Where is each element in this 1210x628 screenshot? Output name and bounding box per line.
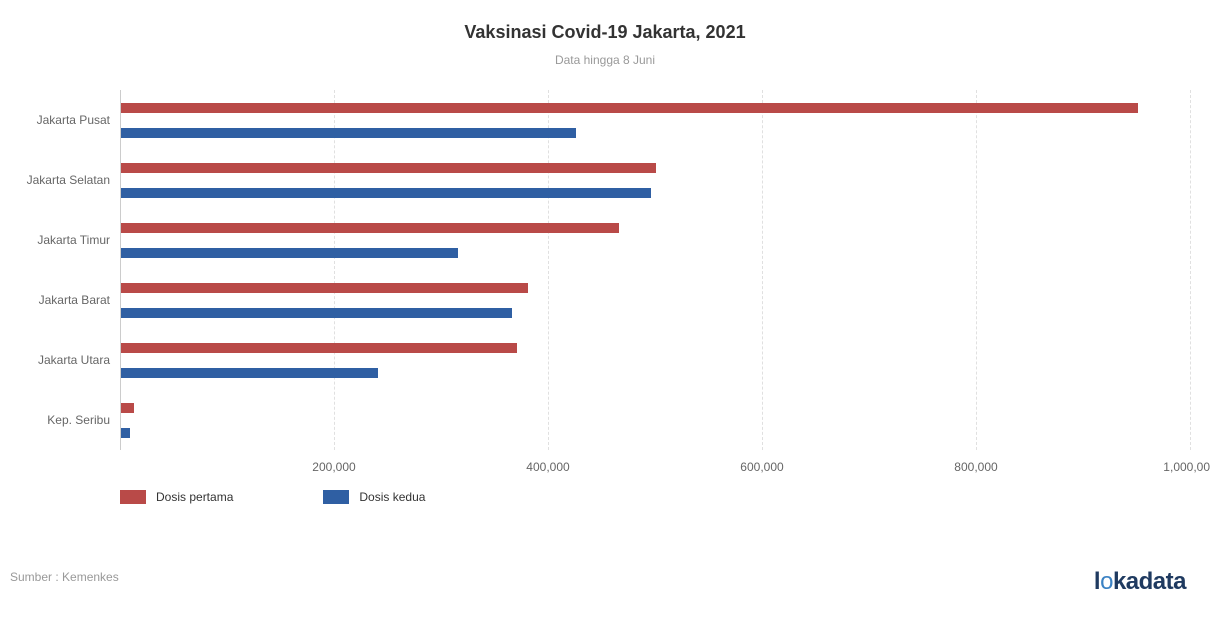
- bar: [121, 403, 134, 413]
- x-axis-label: 1,000,000: [1163, 450, 1210, 474]
- legend-swatch: [120, 490, 146, 504]
- x-axis-label: 800,000: [954, 450, 997, 474]
- gridline: [120, 90, 121, 450]
- legend-label: Dosis pertama: [156, 490, 233, 504]
- bar: [121, 308, 512, 318]
- y-axis-label: Jakarta Timur: [0, 233, 120, 247]
- bar: [121, 103, 1138, 113]
- gridline: [548, 90, 549, 450]
- bar: [121, 368, 378, 378]
- legend: Dosis pertama Dosis kedua: [120, 490, 425, 504]
- x-axis-label: 600,000: [740, 450, 783, 474]
- legend-item: Dosis kedua: [323, 490, 425, 504]
- bar: [121, 188, 651, 198]
- bar: [121, 223, 619, 233]
- bar: [121, 128, 576, 138]
- gridline: [762, 90, 763, 450]
- logo: lokadata: [1094, 568, 1186, 596]
- bar: [121, 248, 458, 258]
- legend-item: Dosis pertama: [120, 490, 233, 504]
- chart-title: Vaksinasi Covid-19 Jakarta, 2021: [0, 0, 1210, 43]
- plot-area: 200,000400,000600,000800,0001,000,000Jak…: [120, 90, 1190, 450]
- source-text: Sumber : Kemenkes: [10, 570, 119, 584]
- y-axis-label: Jakarta Utara: [0, 353, 120, 367]
- logo-part: ka: [1113, 568, 1139, 595]
- legend-label: Dosis kedua: [359, 490, 425, 504]
- bar: [121, 343, 517, 353]
- logo-part: data: [1139, 568, 1186, 595]
- y-axis-label: Jakarta Pusat: [0, 113, 120, 127]
- gridline: [976, 90, 977, 450]
- logo-part: o: [1100, 568, 1113, 595]
- x-axis-label: 400,000: [526, 450, 569, 474]
- chart-container: Vaksinasi Covid-19 Jakarta, 2021 Data hi…: [0, 0, 1210, 628]
- gridline: [334, 90, 335, 450]
- gridline: [1190, 90, 1191, 450]
- x-axis-label: 200,000: [312, 450, 355, 474]
- y-axis-label: Kep. Seribu: [0, 413, 120, 427]
- bar: [121, 283, 528, 293]
- chart-subtitle: Data hingga 8 Juni: [0, 43, 1210, 67]
- bar: [121, 163, 656, 173]
- bar: [121, 428, 130, 438]
- y-axis-label: Jakarta Barat: [0, 293, 120, 307]
- y-axis-label: Jakarta Selatan: [0, 173, 120, 187]
- legend-swatch: [323, 490, 349, 504]
